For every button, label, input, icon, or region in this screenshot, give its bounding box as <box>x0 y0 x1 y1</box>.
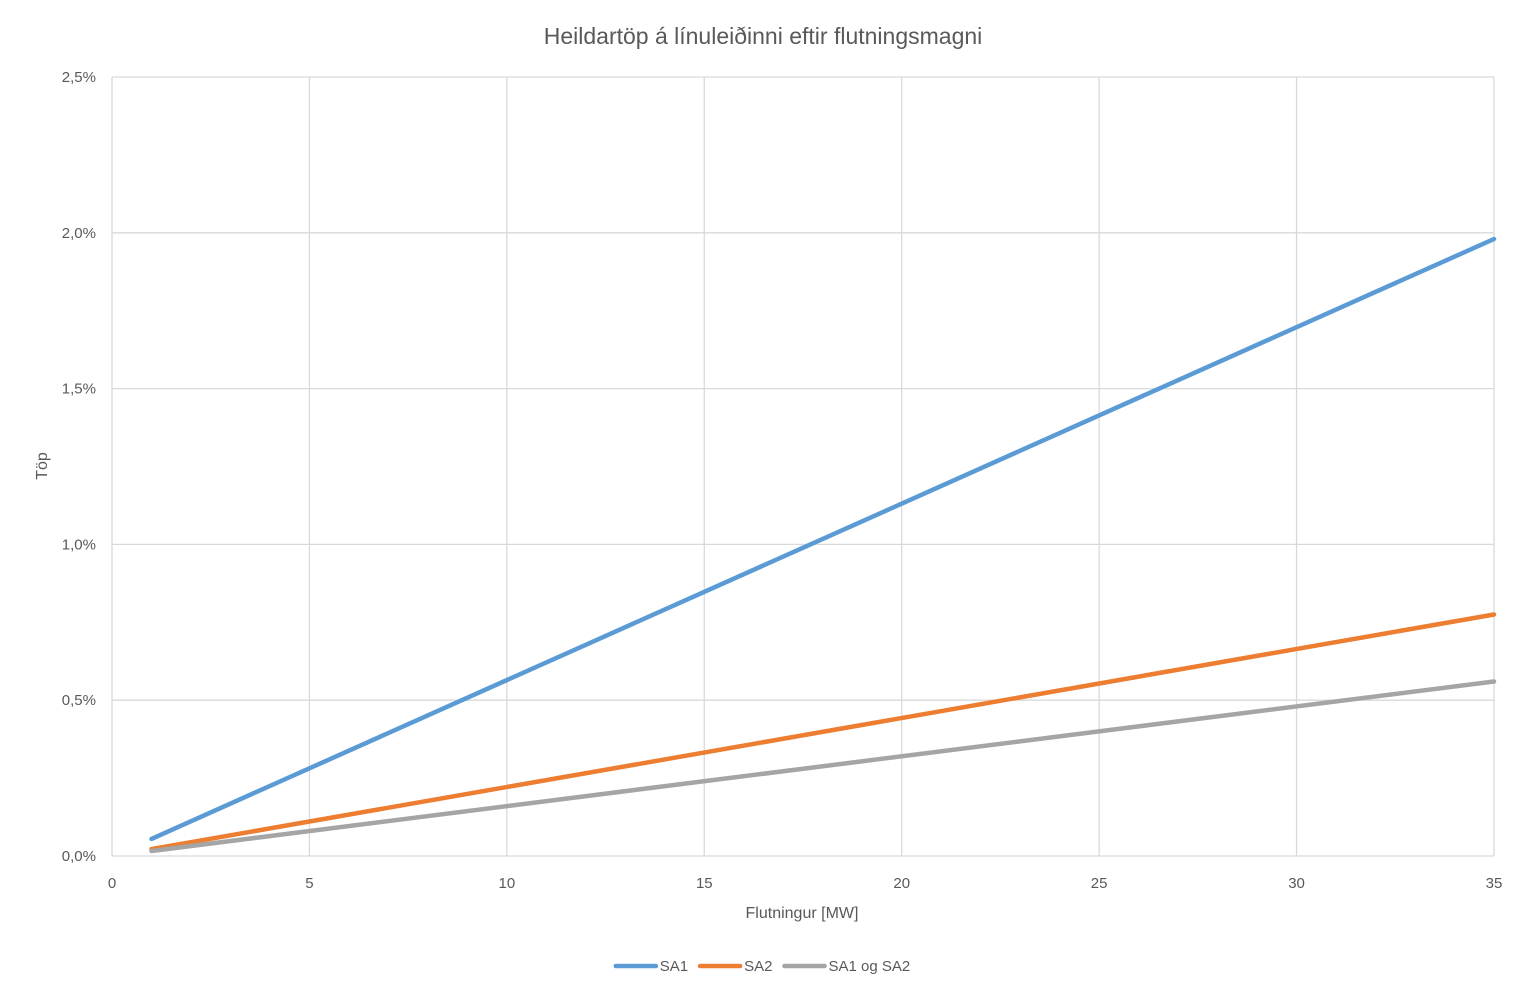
y-tick-label: 1,5% <box>62 381 96 398</box>
x-tick-label: 15 <box>696 875 713 892</box>
series-line-1 <box>149 236 1497 842</box>
series-line-2 <box>149 612 1497 852</box>
x-tick-label: 5 <box>305 875 313 892</box>
x-tick-label: 0 <box>108 875 116 892</box>
y-axis-ticks: 0,0% 0,5% 1,0% 1,5% 2,0% 2,5% <box>62 69 96 865</box>
y-axis-title: Töp <box>34 452 51 480</box>
x-tick-label: 10 <box>499 875 516 892</box>
y-tick-label: 0,5% <box>62 692 96 709</box>
gridlines <box>111 76 1495 857</box>
legend: SA1 SA2 SA1 og SA2 <box>613 958 911 975</box>
legend-label: SA1 og SA2 <box>829 958 911 975</box>
chart-title: Heildartöp á línuleiðinni eftir flutning… <box>544 23 983 49</box>
series-line-3 <box>149 679 1497 854</box>
x-axis-title: Flutningur [MW] <box>746 905 859 922</box>
legend-label: SA2 <box>744 958 772 975</box>
y-tick-label: 0,0% <box>62 848 96 865</box>
x-tick-label: 35 <box>1486 875 1503 892</box>
y-tick-label: 2,5% <box>62 69 96 86</box>
series-lines <box>149 236 1497 854</box>
x-axis-ticks: 0 5 10 15 20 25 30 35 <box>108 875 1503 892</box>
x-tick-label: 30 <box>1288 875 1305 892</box>
x-tick-label: 25 <box>1091 875 1108 892</box>
legend-item-1: SA1 <box>613 958 688 975</box>
y-tick-label: 2,0% <box>62 225 96 242</box>
legend-label: SA1 <box>660 958 688 975</box>
x-tick-label: 20 <box>893 875 910 892</box>
legend-item-3: SA1 og SA2 <box>782 958 911 975</box>
y-tick-label: 1,0% <box>62 536 96 553</box>
legend-item-2: SA2 <box>697 958 772 975</box>
